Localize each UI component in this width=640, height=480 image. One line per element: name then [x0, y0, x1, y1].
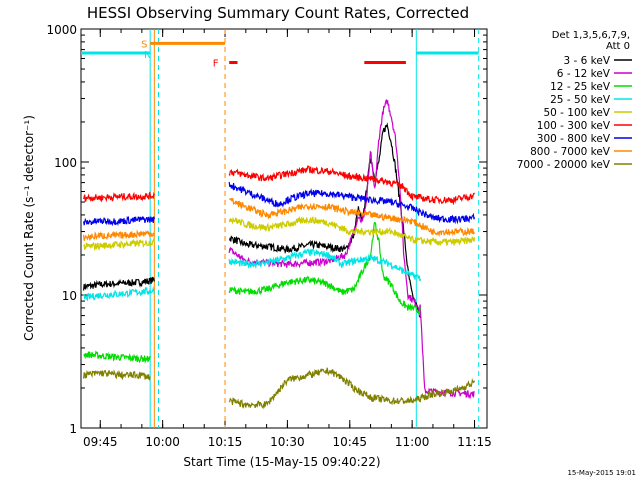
x-tick-label: 10:15	[208, 435, 243, 449]
series-line-6	[228, 165, 476, 206]
y-tick-label: 100	[54, 156, 77, 170]
x-axis-label: Start Time (15-May-15 09:40:22)	[183, 455, 380, 469]
y-axis-label: Corrected Count Rate (s⁻¹ detector⁻¹)	[22, 115, 36, 341]
chart-title: HESSI Observing Summary Count Rates, Cor…	[87, 4, 469, 22]
legend-header-line2: Att 0	[606, 41, 630, 52]
x-tick-label: 09:45	[83, 435, 118, 449]
legend-label: 6 - 12 keV	[557, 68, 611, 80]
legend-label: 7000 - 20000 keV	[517, 159, 611, 171]
series-line-5	[228, 215, 476, 247]
x-tick-label: 11:15	[457, 435, 492, 449]
legend-label: 100 - 300 keV	[537, 120, 611, 132]
series-line-6	[83, 191, 155, 203]
series-line-8	[228, 197, 476, 238]
x-tick-label: 10:30	[270, 435, 305, 449]
series-line-7	[228, 181, 476, 225]
annotation-label: S	[141, 39, 147, 50]
series-line-9	[83, 369, 151, 381]
legend-label: 25 - 50 keV	[550, 94, 611, 106]
x-tick-label: 11:00	[395, 435, 430, 449]
x-tick-label: 10:00	[145, 435, 180, 449]
series-line-4	[83, 286, 155, 302]
annotation-label: N	[144, 50, 151, 61]
legend-header-line1: Det 1,3,5,6,7,9,	[552, 30, 630, 41]
y-tick-label: 10	[62, 289, 77, 303]
series-line-8	[83, 229, 155, 242]
plot-frame	[80, 28, 488, 429]
y-tick-label: 1	[69, 422, 77, 436]
timestamp: 15-May-2015 19:01	[567, 469, 636, 477]
series-line-9	[228, 367, 476, 410]
series-line-7	[83, 215, 155, 227]
legend-label: 50 - 100 keV	[543, 107, 610, 119]
y-tick-label: 1000	[46, 23, 77, 37]
legend-label: 12 - 25 keV	[550, 81, 611, 93]
legend-label: 800 - 7000 keV	[530, 146, 611, 158]
legend-label: 300 - 800 keV	[537, 133, 611, 145]
legend-label: 3 - 6 keV	[563, 55, 610, 67]
series-line-3	[83, 350, 151, 364]
series-line-3	[228, 221, 422, 317]
annotation-label: F	[213, 58, 219, 69]
series-line-2	[228, 99, 475, 400]
series-line-1	[228, 122, 422, 318]
x-tick-label: 10:45	[332, 435, 367, 449]
series-line-1	[83, 276, 155, 291]
series-line-5	[83, 236, 155, 252]
series-line-4	[228, 248, 422, 282]
